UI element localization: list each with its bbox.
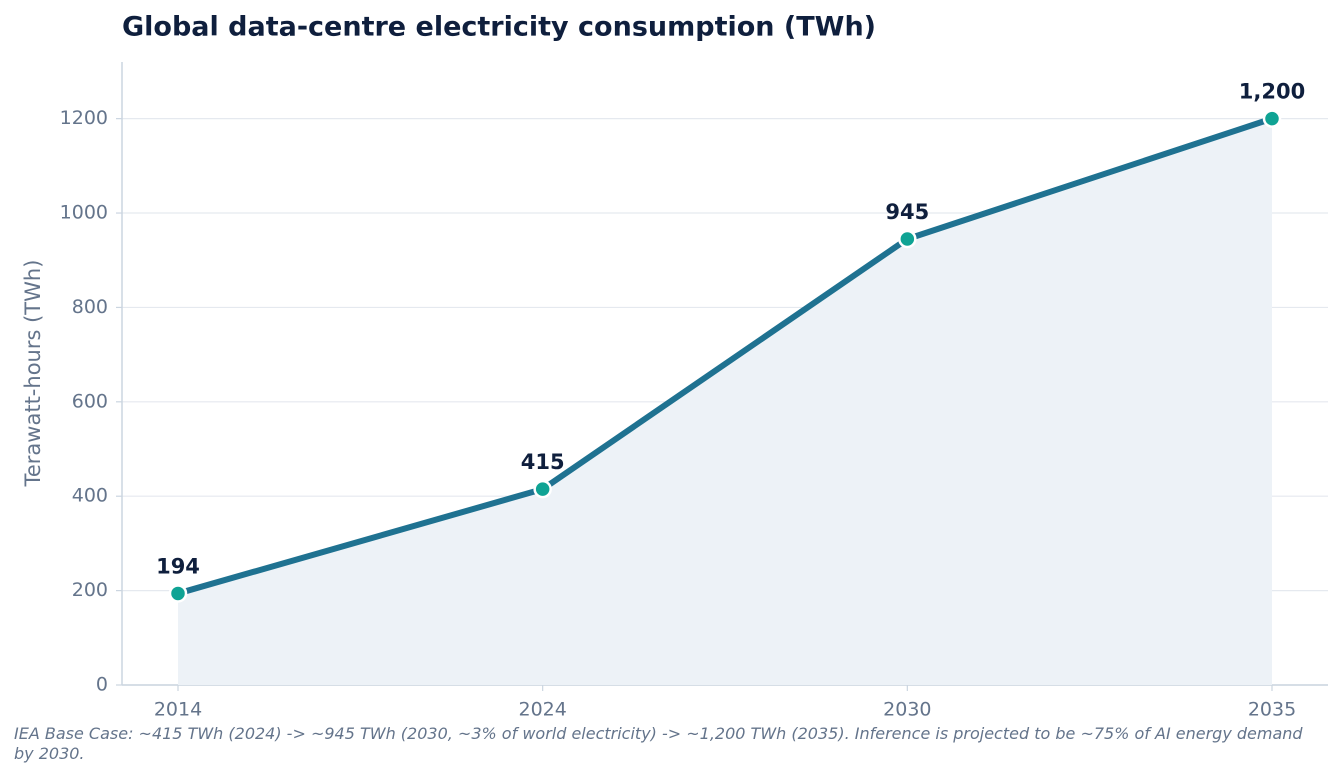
footnote: IEA Base Case: ~415 TWh (2024) -> ~945 T… [14,724,1303,763]
y-tick-label: 200 [72,579,108,601]
y-tick-label: 800 [72,296,108,318]
x-tick-label: 2030 [883,699,931,721]
x-tick-label: 2014 [154,699,202,721]
data-label: 1,200 [1239,80,1305,104]
line [177,115,1273,597]
chart: Global data-centre electricity consumpti… [21,12,1328,721]
data-label: 194 [156,554,200,578]
marker [533,479,552,499]
marker [1262,109,1282,128]
y-tick-label: 600 [72,390,108,412]
data-label: 415 [521,450,565,474]
data-label: 945 [885,200,929,224]
y-axis-label: Terawatt-hours (TWh) [21,260,45,488]
x-tick-label: 2024 [518,699,566,721]
marker [168,584,188,603]
y-tick-label: 0 [96,674,108,696]
y-tick-label: 1200 [60,107,108,129]
y-tick-label: 1000 [60,202,108,224]
y-tick-label: 400 [72,485,108,507]
area [178,118,1272,686]
chart-title: Global data-centre electricity consumpti… [122,12,876,43]
marker [898,229,917,249]
x-tick-label: 2035 [1248,699,1296,721]
